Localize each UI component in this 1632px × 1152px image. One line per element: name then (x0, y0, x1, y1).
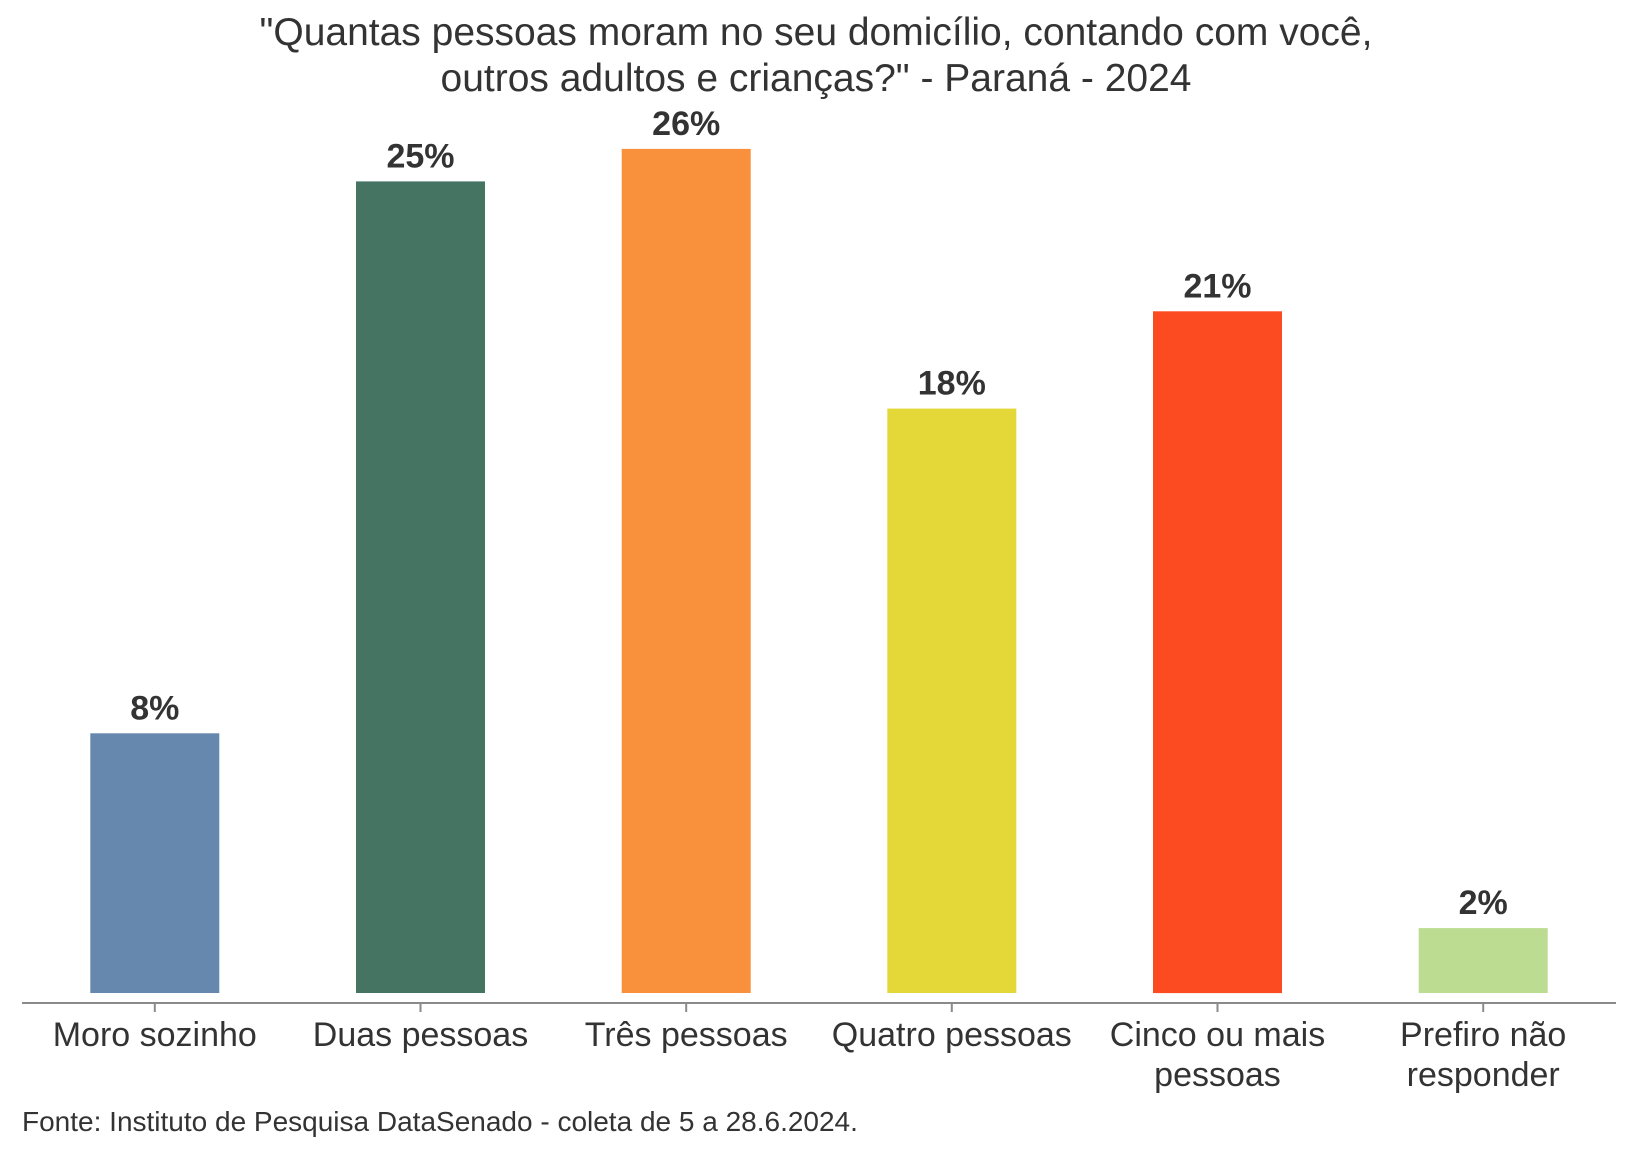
value-label-prefiro-nao-responder: 2% (1459, 884, 1508, 922)
bar-moro-sozinho (90, 733, 220, 993)
bar-tres-pessoas (621, 148, 751, 993)
bar-cinco-ou-mais-pessoas (1153, 311, 1282, 994)
value-label-tres-pessoas: 26% (652, 105, 720, 143)
tick-label-moro-sozinho: Moro sozinho (53, 1016, 257, 1054)
value-labels-group: 8% 25% 26% 18% 21% 2% (130, 105, 1508, 922)
tick-label-line: Quatro pessoas (832, 1016, 1072, 1054)
chart-title: "Quantas pessoas moram no seu domicílio,… (0, 10, 1632, 102)
tick-labels-group: Moro sozinho Duas pessoas Três pessoas Quat… (53, 1016, 1567, 1094)
tick-label-cinco-ou-mais-pessoas: Cinco ou mais pessoas (1110, 1016, 1325, 1094)
chart-title-line-1: "Quantas pessoas moram no seu domicílio,… (259, 11, 1373, 54)
value-label-duas-pessoas: 25% (386, 137, 454, 175)
chart-title-line-2: outros adultos e crianças?" - Paraná - 2… (440, 57, 1192, 100)
value-label-quatro-pessoas: 18% (918, 365, 986, 403)
tick-label-line: Três pessoas (585, 1016, 788, 1054)
bar-quatro-pessoas (887, 408, 1017, 994)
bars-group (90, 148, 1548, 994)
tick-label-line: Prefiro não (1400, 1016, 1566, 1054)
tick-label-line: responder (1407, 1056, 1560, 1094)
tick-label-prefiro-nao-responder: Prefiro não responder (1400, 1016, 1566, 1094)
source-note: Fonte: Instituto de Pesquisa DataSenado … (22, 1106, 858, 1137)
x-axis (22, 1002, 1616, 1012)
value-label-cinco-ou-mais-pessoas: 21% (1183, 267, 1251, 305)
tick-label-line: Moro sozinho (53, 1016, 257, 1054)
tick-label-quatro-pessoas: Quatro pessoas (832, 1016, 1072, 1054)
tick-label-line: Duas pessoas (313, 1016, 528, 1054)
tick-label-tres-pessoas: Três pessoas (585, 1016, 788, 1054)
tick-label-line: Cinco ou mais (1110, 1016, 1325, 1054)
tick-label-duas-pessoas: Duas pessoas (313, 1016, 528, 1054)
tick-label-line: pessoas (1154, 1056, 1281, 1094)
bar-duas-pessoas (356, 181, 485, 993)
bar-prefiro-nao-responder (1418, 928, 1548, 993)
value-label-moro-sozinho: 8% (130, 689, 179, 727)
